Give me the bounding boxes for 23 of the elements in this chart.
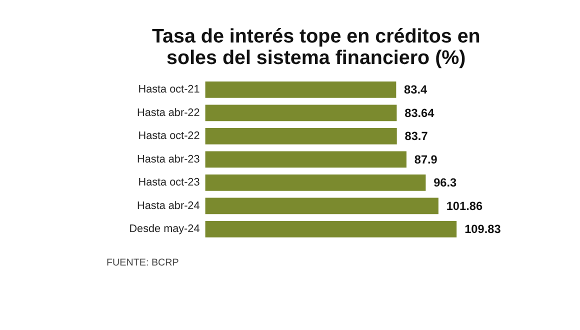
data-label: 96.3 [434, 176, 458, 190]
data-label: 87.9 [414, 152, 438, 166]
y-tick-label: Hasta abr-22 [137, 106, 200, 119]
bar [205, 82, 396, 98]
bar [205, 104, 397, 122]
y-tick-label: Hasta oct-22 [138, 130, 200, 142]
bar [205, 128, 397, 144]
bar [205, 198, 438, 214]
y-tick-label: Desde may-24 [129, 223, 200, 236]
data-label: 83.7 [404, 129, 428, 144]
y-tick-label: Hasta abr-23 [137, 153, 200, 166]
chart-title: Tasa de interés tope en créditos en soles del sistema financiero (%) [152, 26, 480, 70]
y-tick-label: Hasta oct-21 [138, 84, 200, 96]
y-tick-label: Hasta abr-24 [137, 200, 200, 212]
bar [205, 174, 426, 191]
bar [205, 151, 406, 168]
source-note: FUENTE: BCRP [106, 257, 180, 268]
data-label: 109.83 [464, 222, 502, 236]
y-tick-label: Hasta oct-23 [138, 176, 200, 189]
data-label: 101.86 [446, 198, 483, 213]
data-label: 83.4 [404, 82, 428, 97]
bar [205, 221, 457, 238]
data-label: 83.64 [404, 106, 435, 120]
